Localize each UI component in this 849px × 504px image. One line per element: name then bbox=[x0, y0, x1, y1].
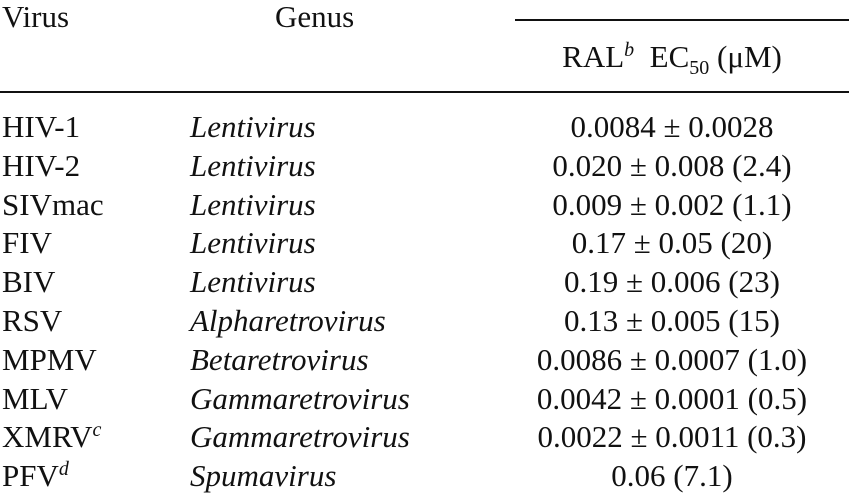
virus-note: c bbox=[92, 419, 102, 442]
virus-cell: HIV-2 bbox=[2, 147, 80, 185]
drug: RAL bbox=[562, 39, 625, 74]
measure: EC bbox=[649, 39, 690, 74]
virus-cell: FIV bbox=[2, 224, 52, 262]
virus: RSV bbox=[2, 303, 63, 338]
ec50-value: 0.0022 ± 0.0011 (0.3) bbox=[537, 419, 807, 455]
ec50-value: 0.009 ± 0.002 (1.1) bbox=[552, 186, 792, 222]
genus: Lentivirus bbox=[190, 225, 316, 261]
virus-cell: HIV-1 bbox=[2, 108, 80, 146]
genus: Lentivirus bbox=[190, 147, 316, 183]
virus: MPMV bbox=[2, 341, 97, 377]
unit: (μM) bbox=[717, 39, 782, 74]
genus: Alpharetrovirus bbox=[190, 303, 386, 338]
genus: Spumavirus bbox=[190, 458, 337, 494]
header-value: RALb EC50 (μM) bbox=[562, 38, 782, 79]
header-virus: Virus bbox=[2, 0, 70, 34]
virus: XMRV bbox=[2, 419, 93, 455]
ec50-value: 0.0086 ± 0.0007 (1.0) bbox=[536, 341, 808, 377]
virus-cell: BIV bbox=[2, 263, 55, 301]
ec50-value: 0.13 ± 0.005 (15) bbox=[564, 303, 780, 338]
genus: Lentivirus bbox=[190, 109, 316, 144]
virus: HIV-2 bbox=[2, 147, 81, 183]
virus: FIV bbox=[2, 225, 52, 261]
genus: Lentivirus bbox=[190, 264, 316, 300]
virus: PFV bbox=[2, 458, 59, 494]
ec50-value: 0.0084 ± 0.0028 bbox=[570, 109, 774, 144]
ec50-value: 0.19 ± 0.006 (23) bbox=[564, 264, 780, 300]
ec50-value: 0.0042 ± 0.0001 (0.5) bbox=[536, 380, 808, 416]
virus-note: d bbox=[58, 458, 69, 481]
ec50-value: 0.020 ± 0.008 (2.4) bbox=[552, 147, 792, 183]
virus-cell: RSV bbox=[2, 302, 62, 340]
ec50-value: 0.17 ± 0.05 (20) bbox=[571, 225, 773, 261]
ec50-value: 0.06 (7.1) bbox=[611, 458, 733, 494]
header-rule bbox=[515, 19, 849, 21]
virus-cell: XMRVc bbox=[2, 418, 101, 456]
header-genus: Genus bbox=[275, 0, 355, 34]
virus-cell: MLV bbox=[2, 380, 68, 418]
genus: Lentivirus bbox=[190, 186, 316, 222]
genus: Betaretrovirus bbox=[190, 341, 369, 377]
virus: MLV bbox=[2, 380, 69, 416]
virus-cell: SIVmac bbox=[2, 186, 104, 224]
virus: BIV bbox=[2, 264, 56, 300]
virus: SIVmac bbox=[2, 186, 104, 222]
measure-sub: 50 bbox=[689, 57, 710, 79]
virus-cell: MPMV bbox=[2, 341, 97, 379]
genus: Gammaretrovirus bbox=[190, 380, 410, 416]
genus: Gammaretrovirus bbox=[190, 419, 410, 455]
drug-note: b bbox=[624, 39, 635, 61]
virus-cell: PFVd bbox=[2, 457, 69, 495]
virus: HIV-1 bbox=[2, 109, 81, 144]
header-bottom-rule bbox=[0, 91, 849, 93]
